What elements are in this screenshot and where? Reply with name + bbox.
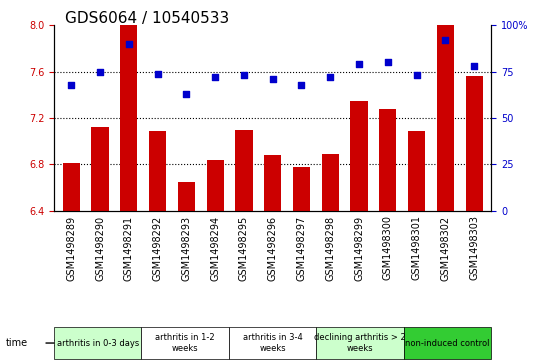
Point <box>153 71 162 77</box>
Bar <box>408 131 425 363</box>
Text: arthritis in 1-2
weeks: arthritis in 1-2 weeks <box>156 333 215 353</box>
Point <box>240 73 248 78</box>
Bar <box>322 154 339 363</box>
Point <box>182 91 191 97</box>
Point <box>297 82 306 87</box>
Bar <box>120 0 138 363</box>
Text: time: time <box>5 338 28 348</box>
Text: non-induced control: non-induced control <box>406 339 490 347</box>
Point <box>67 82 76 87</box>
Bar <box>63 163 80 363</box>
Point <box>470 63 478 69</box>
Bar <box>379 109 396 363</box>
Bar <box>178 182 195 363</box>
Text: arthritis in 3-4
weeks: arthritis in 3-4 weeks <box>243 333 302 353</box>
Point <box>268 76 277 82</box>
Bar <box>235 130 253 363</box>
Bar <box>437 25 454 363</box>
Bar <box>350 101 368 363</box>
Point <box>383 60 392 65</box>
Bar <box>293 167 310 363</box>
Point <box>211 74 219 80</box>
Text: declining arthritis > 2
weeks: declining arthritis > 2 weeks <box>314 333 406 353</box>
Bar <box>264 155 281 363</box>
Bar <box>206 160 224 363</box>
Bar <box>149 131 166 363</box>
Point <box>125 41 133 47</box>
Text: arthritis in 0-3 days: arthritis in 0-3 days <box>57 339 139 347</box>
Bar <box>91 127 109 363</box>
Point <box>441 37 450 43</box>
Point <box>412 73 421 78</box>
Point <box>355 61 363 67</box>
Text: GDS6064 / 10540533: GDS6064 / 10540533 <box>65 11 229 26</box>
Bar <box>465 76 483 363</box>
Point <box>96 69 104 75</box>
Point <box>326 74 335 80</box>
